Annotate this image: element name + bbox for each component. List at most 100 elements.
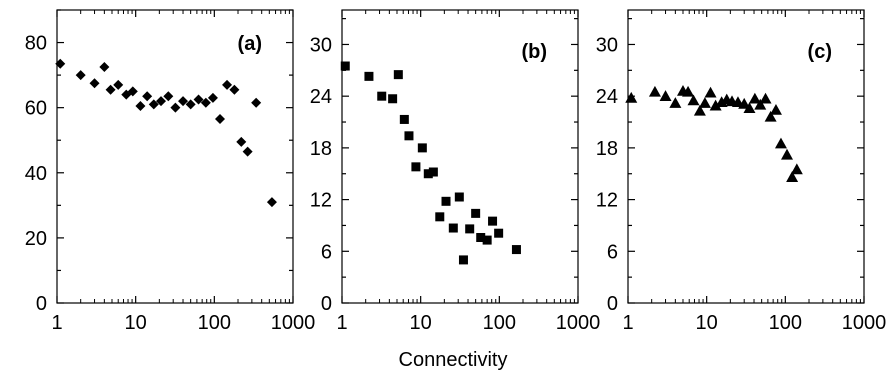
data-point-diamond [170,102,181,113]
data-point-triangle [764,110,777,122]
x-tick-label: 10 [410,312,432,334]
x-tick-label: 1 [51,312,62,334]
data-point-diamond [222,79,233,90]
y-tick-label: 6 [321,241,332,263]
data-point-diamond [99,61,110,72]
data-point-square [511,245,521,255]
data-point-square [377,91,387,101]
x-tick-label: 100 [483,312,516,334]
data-point-square [423,169,433,179]
x-tick-label: 1 [336,312,347,334]
y-tick-label: 20 [25,228,47,250]
data-point-triangle [759,92,772,104]
y-tick-label: 12 [596,190,618,212]
data-point-diamond [163,91,174,102]
y-tick-label: 0 [607,293,618,315]
data-point-triangle [659,90,672,101]
shared-x-axis-label: Connectivity [399,349,508,371]
plot-frame [56,9,294,304]
data-point-square [340,61,350,71]
data-point-triangle [743,102,756,114]
x-tick-label: 1000 [271,312,316,334]
data-point-diamond [135,101,146,112]
data-point-diamond [127,86,138,97]
panel-1: 1 10 100 1000 0 20 40 60 80 (a) [25,9,316,334]
data-point-diamond [55,58,66,69]
data-point-triangle [786,171,799,182]
data-point-square [404,131,414,141]
plot-frame [341,9,579,304]
data-point-square [411,162,421,172]
data-point-diamond [236,136,247,147]
data-point-square [482,235,492,245]
data-point-diamond [156,96,167,107]
x-tick-label: 1000 [556,312,601,334]
data-point-square [399,114,409,124]
x-tick-label: 100 [769,312,802,334]
panel-label: (b) [521,41,547,63]
data-point-triangle [669,97,682,108]
data-point-triangle [693,104,706,116]
data-point-square [458,255,468,265]
data-point-triangle [682,85,695,97]
data-point-diamond [266,197,277,208]
data-point-square [488,216,498,226]
data-point-diamond [214,114,225,125]
y-tick-label: 6 [607,241,618,263]
data-point-square [393,70,403,80]
x-tick-label: 1000 [842,312,887,334]
y-tick-label: 40 [25,163,47,185]
data-point-square [388,94,398,104]
data-point-diamond [75,70,86,81]
plot-frame [627,9,865,304]
data-point-square [494,228,504,238]
y-tick-label: 18 [596,138,618,160]
data-point-diamond [105,84,116,95]
data-point-triangle [769,103,782,115]
panel-2: 1 10 100 1000 0 6 12 18 24 30 (b) [310,9,601,334]
data-point-triangle [781,148,794,160]
data-point-triangle [790,163,803,175]
data-point-triangle [648,85,661,97]
data-point-diamond [89,78,100,89]
data-point-square [454,192,464,202]
data-point-diamond [148,99,159,110]
y-tick-label: 24 [310,86,332,108]
data-point-diamond [200,97,211,108]
data-point-triangle [625,91,638,103]
y-tick-label: 0 [321,293,332,315]
x-tick-label: 10 [696,312,718,334]
data-point-diamond [113,79,124,90]
data-point-square [441,196,451,206]
data-point-diamond [251,97,262,108]
data-point-square [465,224,475,234]
data-point-triangle [698,97,711,108]
data-point-square [448,223,458,233]
data-point-diamond [193,94,204,105]
data-point-square [471,208,481,218]
y-tick-label: 30 [310,34,332,56]
x-tick-label: 100 [198,312,231,334]
data-point-diamond [185,99,196,110]
data-point-diamond [207,92,218,103]
data-point-square [417,143,427,153]
data-point-triangle [748,92,761,104]
data-point-triangle [754,98,767,110]
data-point-triangle [738,97,751,109]
data-point-triangle [704,86,717,98]
y-tick-label: 24 [596,86,618,108]
data-point-diamond [242,146,253,157]
y-tick-label: 80 [25,33,47,55]
data-point-diamond [178,96,189,107]
data-point-square [428,167,438,177]
panel-3: 1 10 100 1000 0 6 12 18 24 30 (c) [596,9,887,334]
data-point-square [476,233,486,243]
y-tick-label: 30 [596,34,618,56]
y-tick-label: 0 [36,293,47,315]
data-point-triangle [709,99,722,111]
data-point-square [435,212,445,222]
data-point-square [364,71,374,81]
data-point-triangle [687,94,700,106]
